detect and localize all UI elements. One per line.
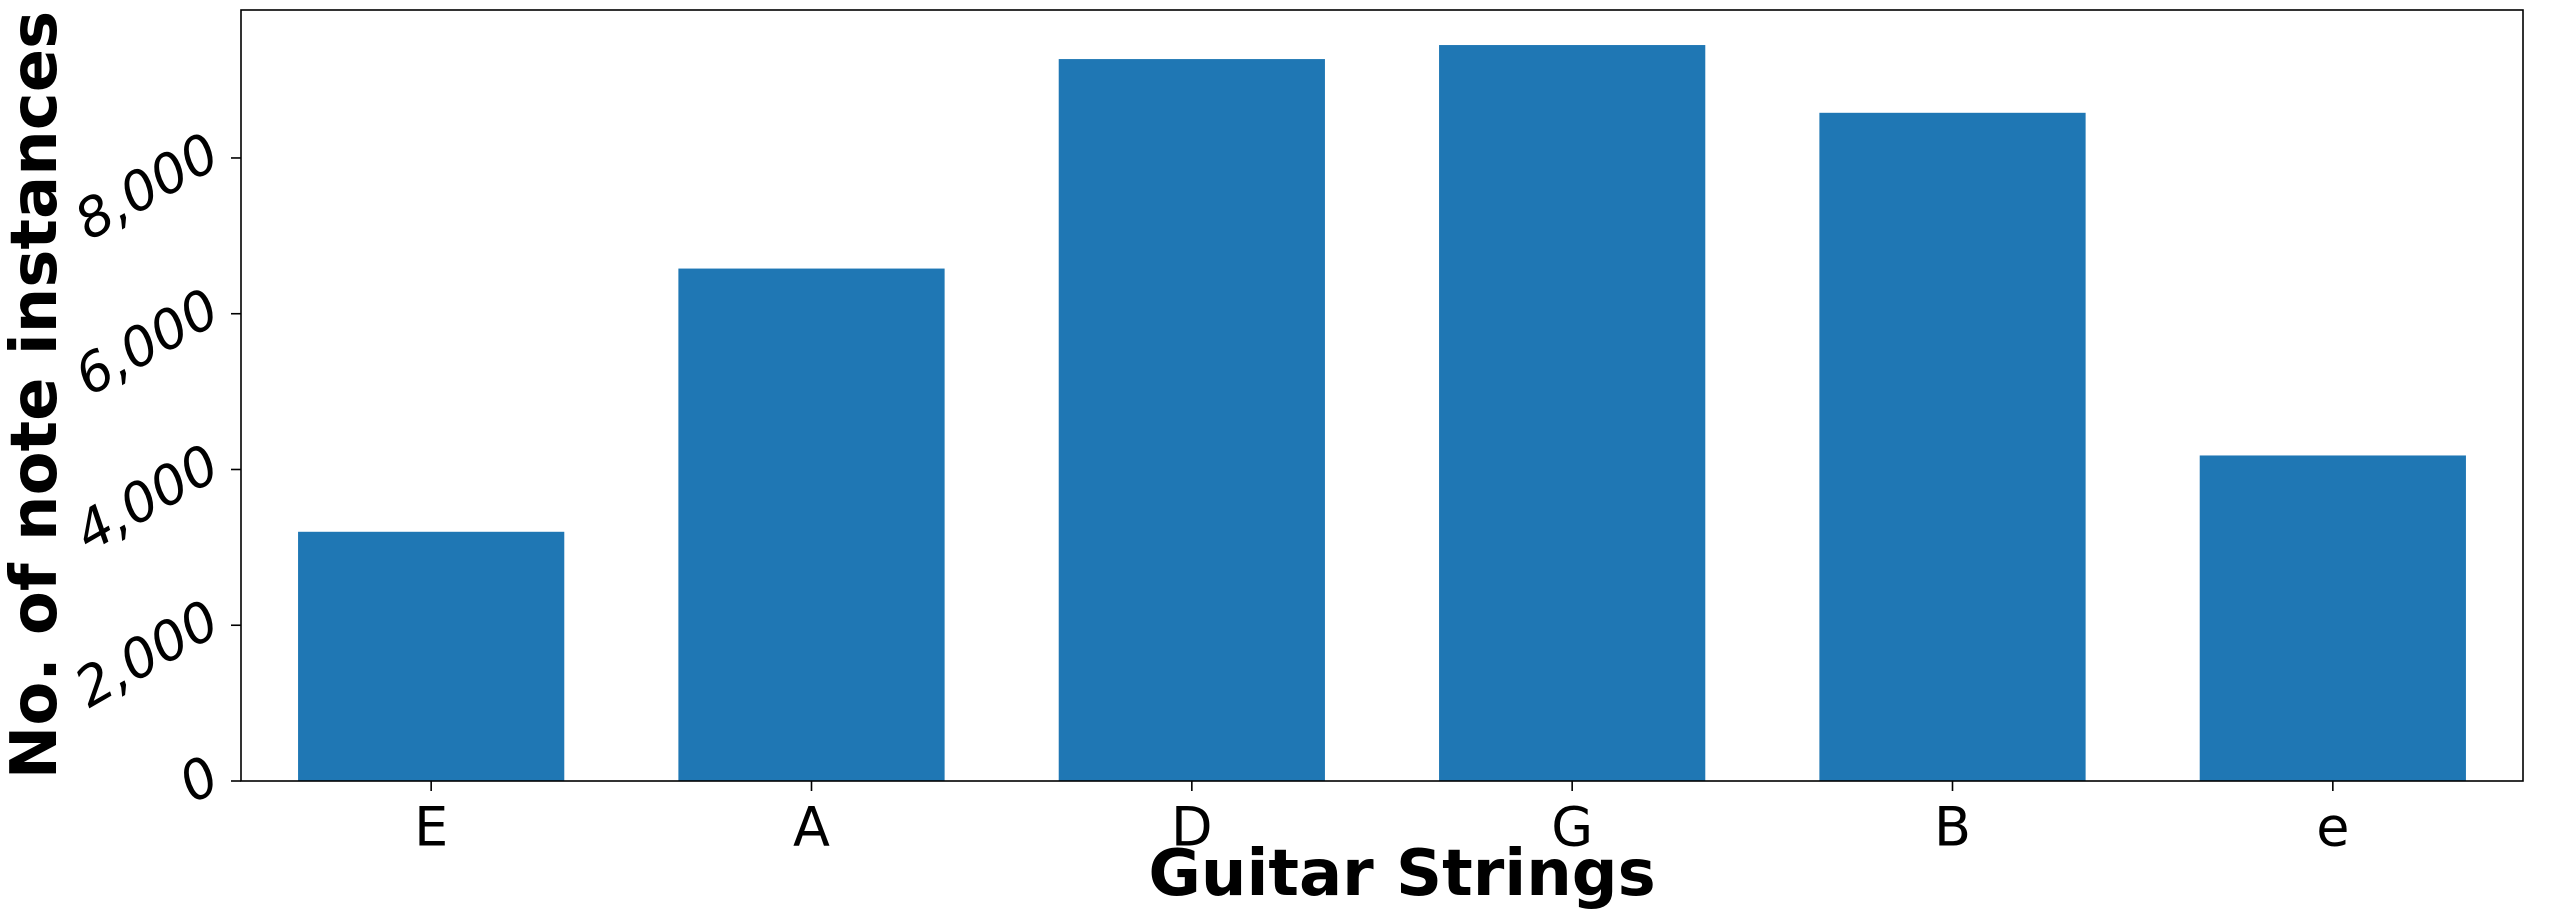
bar-D: [1058, 59, 1325, 781]
y-axis-ticks: 0 2,000 4,000 6,000 8,000: [64, 121, 241, 816]
y-tick-label: 8,000: [64, 121, 229, 253]
x-tick-label: D: [1171, 796, 1213, 859]
bar-A: [678, 268, 945, 781]
x-tick-label: E: [414, 796, 448, 859]
y-tick-label: 2,000: [64, 588, 229, 720]
bar-E: [298, 531, 565, 781]
bar-e: [2199, 455, 2466, 781]
bar-G: [1439, 45, 1706, 781]
x-tick-label: G: [1551, 796, 1593, 859]
bar-B: [1819, 112, 2086, 782]
x-tick-label: e: [2316, 796, 2349, 859]
plot-frame: [240, 9, 2524, 782]
y-tick-label: 0: [168, 744, 229, 816]
y-tick-label: 4,000: [64, 432, 229, 564]
y-axis-title: No. of note instances: [0, 11, 72, 779]
y-tick-label: 6,000: [64, 276, 229, 408]
x-tick-label: B: [1934, 796, 1971, 859]
x-axis-title: Guitar Strings: [1148, 837, 1655, 911]
bars-group: [298, 45, 2466, 782]
x-tick-label: A: [793, 796, 830, 859]
